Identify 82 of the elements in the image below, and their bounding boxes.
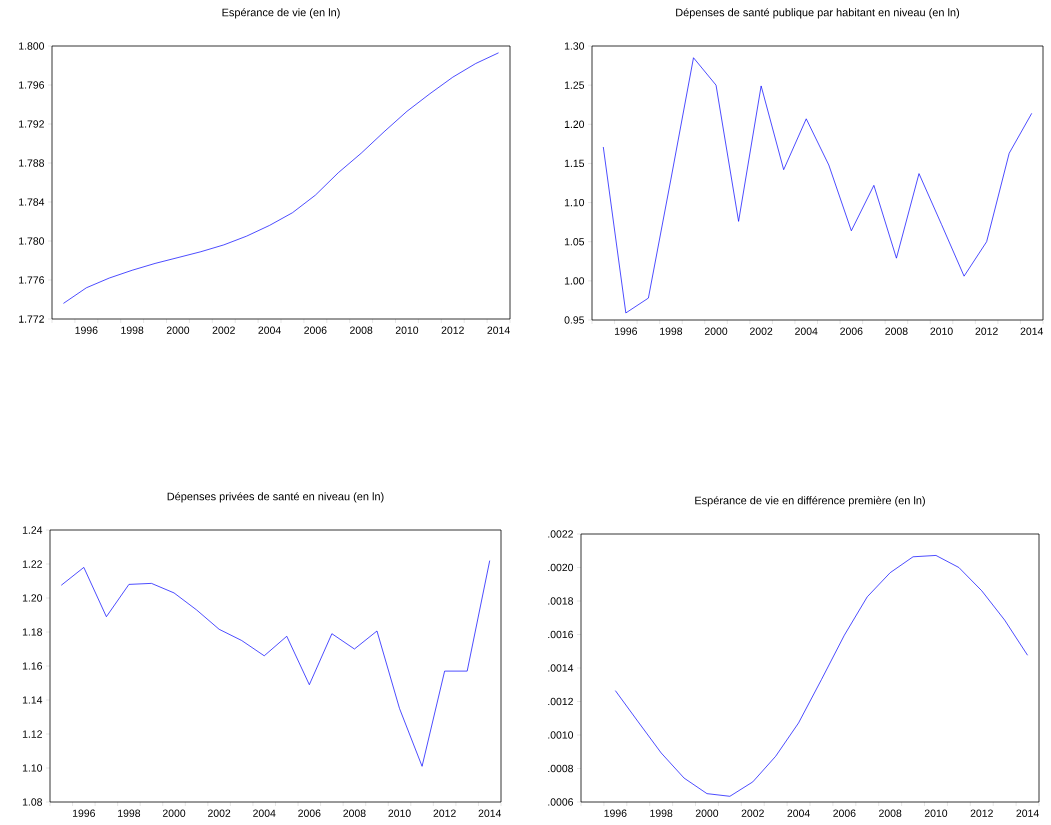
y-tick-label: 1.800 [19,42,45,50]
x-tick-label: 2000 [162,809,186,817]
chart-title: Dépenses de santé publique par habitant en niveau (en ln) [676,8,960,19]
x-tick-label: 2008 [885,327,908,335]
x-tick-label: 2008 [350,326,373,334]
x-tick-label: 2006 [833,809,856,817]
y-tick-label: 1.08 [22,798,43,806]
y-tick-label: 1.12 [22,730,42,738]
y-tick-label: 1.15 [564,159,585,168]
x-tick-label: 2004 [795,327,818,335]
y-tick-label: .0016 [548,630,574,639]
y-tick-label: 1.16 [22,662,43,670]
chart-title: Espérance de vie (en ln) [222,8,340,19]
x-tick-label: 2006 [840,327,863,335]
y-tick-label: 1.30 [564,42,585,50]
y-tick-label: 1.00 [564,277,585,285]
x-tick-label: 2014 [1016,809,1039,817]
y-tick-label: 1.10 [564,198,585,207]
y-tick-label: .0008 [548,764,574,773]
x-tick-label: 2014 [1020,327,1044,335]
x-tick-label: 1996 [604,809,627,817]
x-tick-label: 2002 [208,809,231,817]
x-tick-label: 1998 [121,326,144,334]
y-tick-label: 1.796 [19,81,45,89]
y-tick-label: 1.05 [564,238,585,246]
x-tick-label: 2004 [253,809,276,817]
x-tick-label: 2002 [212,326,235,334]
y-tick-label: 1.788 [19,159,45,167]
y-tick-label: 1.776 [19,276,45,284]
y-tick-label: 1.772 [19,315,44,323]
x-tick-label: 2008 [343,809,366,817]
x-tick-label: 2004 [258,326,281,334]
y-tick-label: .0012 [548,697,573,706]
x-tick-label: 2002 [741,809,764,817]
line-series [63,52,499,304]
y-tick-label: 1.10 [22,764,43,772]
x-tick-label: 2010 [930,327,953,335]
chart-title: Espérance de vie en différence première (en ln) [695,496,925,507]
x-tick-label: 2006 [298,809,321,817]
y-tick-label: .0010 [548,731,574,739]
x-tick-label: 1998 [650,809,673,817]
y-tick-label: 1.20 [564,120,585,128]
x-tick-label: 2000 [695,809,719,817]
line-series [615,555,1028,797]
x-tick-label: 2000 [166,326,190,334]
x-tick-label: 2012 [970,809,993,817]
y-tick-label: 1.22 [22,560,42,568]
y-tick-label: .0006 [548,798,574,806]
line-series [60,560,491,767]
y-tick-label: 1.14 [22,696,43,704]
y-tick-label: 0.95 [564,316,585,324]
y-tick-label: .0022 [548,530,573,538]
y-tick-label: 1.20 [22,594,43,602]
y-tick-label: .0014 [548,664,574,672]
y-tick-label: 1.792 [19,120,44,128]
x-tick-label: 2004 [787,809,810,817]
x-tick-label: 2000 [704,327,728,335]
y-tick-label: 1.24 [22,526,43,534]
x-tick-label: 2010 [395,326,419,334]
x-tick-label: 2012 [975,327,998,335]
y-tick-label: 1.18 [22,628,43,636]
y-tick-label: 1.784 [19,198,45,206]
x-tick-label: 1996 [75,326,98,334]
x-tick-label: 2014 [478,809,502,817]
x-tick-label: 2010 [388,809,411,817]
x-tick-label: 1996 [72,809,95,817]
x-tick-label: 1996 [614,327,637,335]
x-tick-label: 2010 [924,809,948,817]
chart-title: Dépenses privées de santé en niveau (en ln) [167,492,384,503]
x-tick-label: 2002 [750,327,773,335]
line-series [602,57,1033,314]
x-tick-label: 1998 [118,809,141,817]
y-tick-label: .0020 [548,563,574,572]
y-tick-label: 1.25 [564,81,585,89]
x-tick-label: 2014 [487,326,510,334]
x-tick-label: 1998 [660,327,683,335]
x-tick-label: 2012 [441,326,464,334]
x-tick-label: 2008 [879,809,902,817]
x-tick-label: 2006 [304,326,327,334]
y-tick-label: 1.780 [19,237,45,245]
y-tick-label: .0018 [548,597,574,605]
x-tick-label: 2012 [433,809,456,817]
